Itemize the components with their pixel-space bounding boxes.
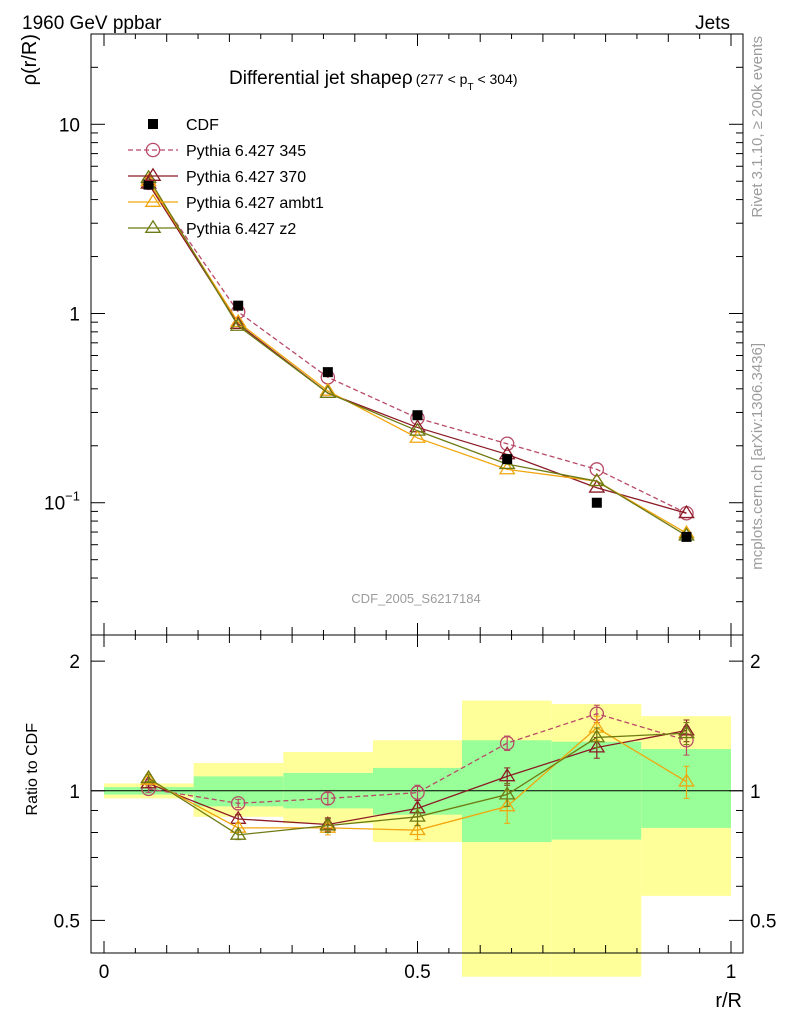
chart-title: Differential jet shapeρ (277 < pT < 304) bbox=[229, 68, 518, 93]
data-point bbox=[322, 367, 333, 378]
ratio-y-tick-label-left: 1 bbox=[69, 782, 80, 803]
legend-label-data: CDF bbox=[186, 117, 219, 134]
ratio-marker-2 bbox=[409, 821, 426, 836]
ratio-marker-3 bbox=[588, 729, 606, 743]
ratio-marker-3 bbox=[229, 826, 247, 840]
ratio-marker-0 bbox=[230, 796, 246, 811]
ratio-marker-3 bbox=[140, 769, 157, 784]
data-point bbox=[681, 531, 692, 542]
ratio-marker-3 bbox=[498, 786, 516, 800]
ratio-marker-1 bbox=[588, 739, 606, 753]
rivet-label: Rivet 3.1.10, ≥ 200k events bbox=[749, 36, 766, 218]
main-marker-0 bbox=[499, 436, 515, 451]
x-tick-label: 0 bbox=[99, 962, 110, 983]
ratio-marker-3 bbox=[409, 808, 426, 822]
main-marker-3 bbox=[588, 472, 606, 487]
ratio-marker-1 bbox=[498, 768, 516, 782]
data-point bbox=[502, 454, 513, 465]
main-marker-1 bbox=[229, 315, 247, 329]
ratio-marker-0 bbox=[320, 791, 336, 806]
legend-marker-1 bbox=[144, 167, 162, 181]
ratio-marker-3 bbox=[678, 724, 695, 739]
legend-marker-3 bbox=[144, 219, 162, 233]
legend-label-2: Pythia 6.427 ambt1 bbox=[186, 195, 324, 212]
main-plot-series bbox=[140, 169, 695, 542]
data-point bbox=[143, 179, 154, 190]
mcplots-label: mcplots.cern.ch [arXiv:1306.3436] bbox=[749, 343, 766, 570]
main-marker-3 bbox=[229, 317, 247, 331]
legend-label-1: Pythia 6.427 370 bbox=[186, 169, 306, 186]
ratio-marker-0 bbox=[499, 735, 515, 751]
main-marker-0 bbox=[589, 462, 605, 477]
main-marker-2 bbox=[409, 429, 426, 443]
main-line-1 bbox=[147, 183, 687, 514]
legend-label-0: Pythia 6.427 345 bbox=[186, 143, 306, 160]
main-marker-3 bbox=[319, 384, 337, 398]
ratio-y-tick-label-left: 2 bbox=[69, 652, 80, 673]
legend-marker-2 bbox=[144, 193, 162, 207]
main-line-0 bbox=[147, 182, 687, 514]
ratio-plot-frame bbox=[90, 634, 744, 954]
ratio-marker-2 bbox=[678, 773, 695, 787]
y-tick-label: 1 bbox=[69, 305, 80, 326]
header-left: 1960 GeV ppbar bbox=[22, 13, 162, 34]
header-right: Jets bbox=[695, 13, 730, 34]
y-tick-label: 10 bbox=[59, 115, 80, 136]
x-tick-label: 0.5 bbox=[404, 962, 430, 983]
watermark: CDF_2005_S6217184 bbox=[351, 591, 480, 606]
legend-marker-data bbox=[148, 119, 158, 129]
ratio-y-tick-label-left: 0.5 bbox=[54, 911, 80, 932]
ratio-marker-2 bbox=[140, 771, 157, 785]
ratio-y-tick-label-right: 1 bbox=[750, 782, 761, 803]
y-tick-label: 10−1 bbox=[44, 489, 80, 515]
legend: CDF Pythia 6.427 345 Pythia 6.427 370 Pythi… bbox=[128, 117, 324, 238]
data-point bbox=[591, 497, 602, 508]
legend-marker-0 bbox=[145, 142, 161, 158]
ratio-plot-series bbox=[140, 704, 695, 841]
x-tick-label: 1 bbox=[726, 962, 737, 983]
main-marker-1 bbox=[678, 504, 695, 519]
ratio-y-tick-label-right: 2 bbox=[750, 652, 761, 673]
ratio-marker-0 bbox=[410, 785, 425, 800]
legend-label-3: Pythia 6.427 z2 bbox=[186, 221, 296, 238]
main-marker-1 bbox=[588, 479, 606, 493]
main-line-3 bbox=[147, 177, 687, 537]
ratio-marker-3 bbox=[319, 817, 337, 831]
main-marker-3 bbox=[409, 422, 426, 436]
y-axis-label-ratio: Ratio to CDF bbox=[24, 723, 41, 816]
data-point bbox=[412, 410, 423, 421]
data-point bbox=[233, 300, 244, 311]
y-axis-label-main: ρ(r/R) bbox=[19, 34, 41, 85]
ratio-marker-2 bbox=[498, 798, 516, 812]
main-marker-2 bbox=[319, 382, 337, 396]
x-axis-label: r/R bbox=[715, 990, 742, 1012]
axes-ticks: 0 0.5 1 10−1 1 10 0.5 0.5 1 1 2 2 bbox=[44, 33, 776, 983]
ratio-y-tick-label-right: 0.5 bbox=[750, 911, 776, 932]
